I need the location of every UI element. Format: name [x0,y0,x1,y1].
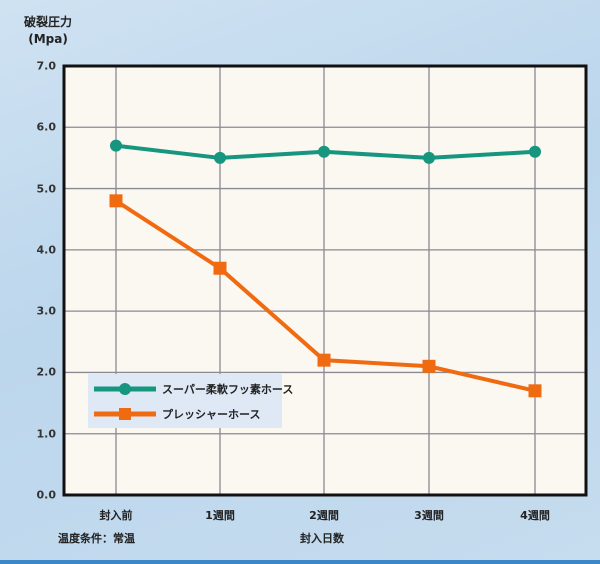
x-tick-label: 4週間 [520,509,550,522]
data-point-circle [214,151,226,164]
x-axis-title: 封入日数 [300,532,344,545]
y-tick-label: 2.0 [36,365,57,379]
y-tick-label: 6.0 [36,120,57,134]
data-point-circle [318,145,330,158]
plot-background [64,66,586,495]
y-tick-label: 3.0 [36,304,57,318]
data-point-circle [529,145,541,158]
teal-circle-marker-icon [94,383,156,395]
bottom-bar [0,560,600,564]
orange-square-marker-icon [94,408,156,420]
y-axis-label: 破裂圧力 (Mpa) [24,14,72,48]
data-point-square [422,359,436,373]
x-tick-label: 封入前 [99,509,133,522]
data-point-square [109,194,123,208]
legend: スーパー柔軟フッ素ホース プレッシャーホース [88,374,293,428]
y-tick-label: 5.0 [36,182,57,196]
x-tick-label: 3週間 [414,509,444,522]
y-axis-title: 破裂圧力 [24,15,73,29]
y-tick-label: 7.0 [36,59,57,73]
data-point-square [213,261,227,275]
x-tick-label: 1週間 [205,509,235,522]
data-point-circle [110,139,122,152]
y-tick-label: 4.0 [36,243,57,257]
y-axis-unit: (Mpa) [28,32,68,46]
condition-note: 温度条件：常温 [58,532,135,545]
y-tick-label: 1.0 [36,427,57,441]
y-tick-label: 0.0 [36,488,57,502]
legend-label: スーパー柔軟フッ素ホース [162,383,294,396]
x-tick-label: 2週間 [309,509,339,522]
plot-frame [62,64,588,497]
legend-item-pressure-hose: プレッシャーホース [94,405,260,423]
legend-item-fluoro-hose: スーパー柔軟フッ素ホース [94,380,293,398]
data-point-circle [423,151,435,164]
legend-label: プレッシャーホース [162,408,261,421]
data-point-square [528,384,542,398]
data-point-square [317,353,331,367]
